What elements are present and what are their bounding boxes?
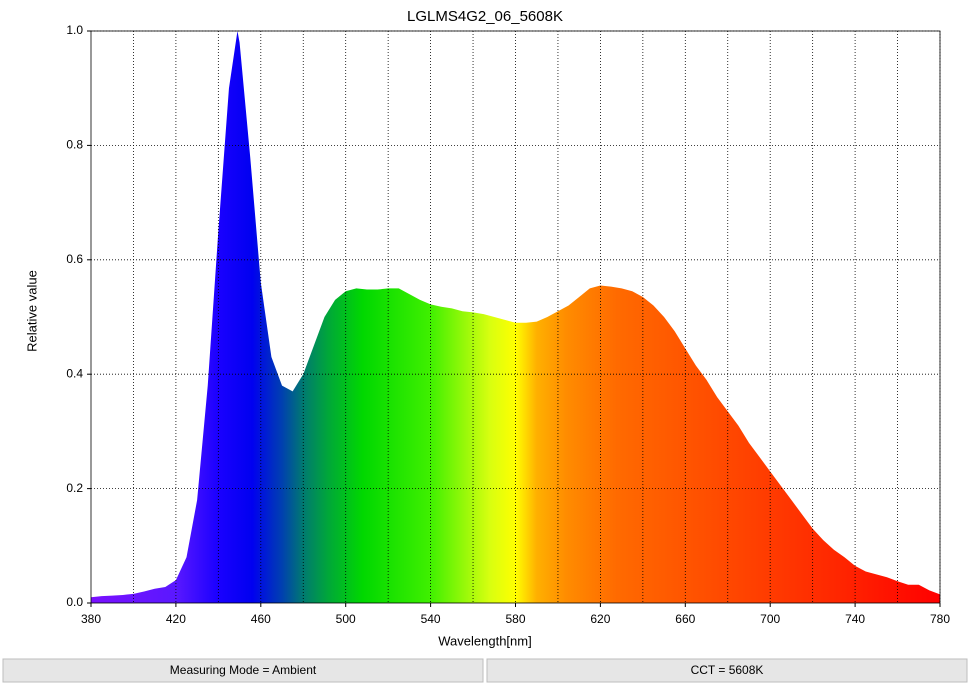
- x-tick-label: 780: [930, 612, 950, 626]
- chart-title: LGLMS4G2_06_5608K: [407, 8, 563, 25]
- y-tick-label: 0.8: [66, 138, 83, 152]
- x-tick-label: 420: [166, 612, 186, 626]
- x-tick-label: 500: [336, 612, 356, 626]
- plot: 0.0 0.2 0.4 0.6 0.8 1.0 380 420 460 500 540 580 620 6…: [66, 23, 950, 626]
- x-tick-label: 620: [590, 612, 610, 626]
- x-tick-label: 460: [251, 612, 271, 626]
- footer-label: Measuring Mode = Ambient: [170, 663, 317, 677]
- x-axis-label: Wavelength[nm]: [438, 633, 531, 648]
- footer-label: CCT = 5608K: [691, 663, 764, 677]
- y-tick-label: 0.2: [66, 481, 83, 495]
- footer-box: [486, 658, 968, 683]
- y-axis-label: Relative value: [24, 270, 39, 352]
- y-tick-label: 0.6: [66, 252, 83, 266]
- x-tick-label: 380: [81, 612, 101, 626]
- x-tick-label: 540: [421, 612, 441, 626]
- x-tick-label: 740: [845, 612, 865, 626]
- y-tick-label: 0.0: [66, 595, 83, 609]
- x-tick-label: 700: [760, 612, 780, 626]
- y-tick-label: 1.0: [66, 23, 83, 37]
- footer-box: [2, 658, 484, 683]
- y-tick-label: 0.4: [66, 366, 83, 380]
- x-tick-label: 580: [505, 612, 525, 626]
- x-tick-label: 660: [675, 612, 695, 626]
